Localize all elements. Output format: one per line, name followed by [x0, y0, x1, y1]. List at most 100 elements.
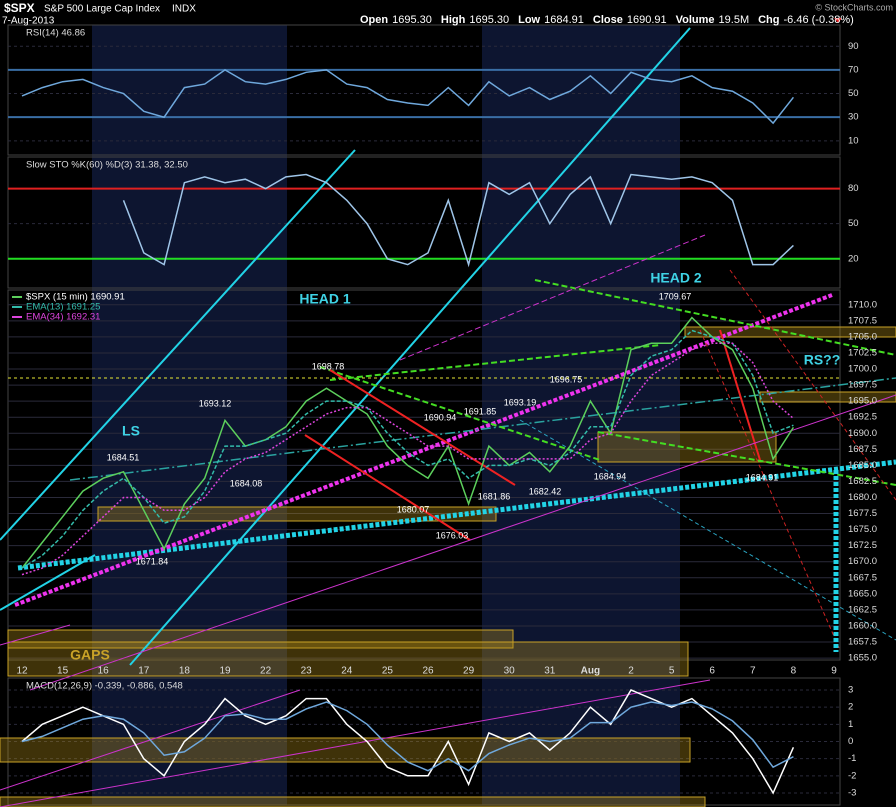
x-tick-label: 16 [98, 666, 110, 677]
y-tick-label: 1665.0 [848, 588, 877, 599]
gap-boxes [0, 326, 896, 807]
trend-line [319, 366, 601, 461]
panel-frame [7, 156, 841, 289]
y-tick-label: 1710.0 [848, 299, 877, 310]
x-tick-label: 9 [831, 666, 837, 677]
price-label: 1681.86 [478, 491, 511, 501]
series-line [21, 316, 795, 569]
y-tick-label: 20 [848, 253, 859, 264]
y-tick-label: 1695.0 [848, 396, 877, 407]
date: 7-Aug-2013 [2, 16, 55, 27]
y-tick-label: 1662.5 [848, 604, 877, 615]
x-tick-label: 7 [750, 666, 756, 677]
y-tick-label: 1672.5 [848, 540, 877, 551]
price-label: 1693.19 [504, 397, 537, 407]
series-line [21, 701, 794, 772]
y-tick-label: 1667.5 [848, 572, 877, 583]
price-label: 1696.75 [550, 374, 583, 384]
gap-box [97, 506, 497, 522]
y-tick-label: -1 [848, 753, 856, 764]
gap-box [7, 629, 514, 649]
legend-entry: EMA(34) 1692.31 [26, 312, 100, 323]
x-tick-label: 30 [504, 666, 516, 677]
y-tick-label: 1705.0 [848, 331, 877, 342]
y-tick-label: 1682.5 [848, 476, 877, 487]
y-tick-label: 50 [848, 218, 859, 229]
panel-title: RSI(14) 46.86 [26, 28, 85, 39]
pattern-label: GAPS [70, 647, 110, 663]
y-tick-label: 80 [848, 183, 859, 194]
stat-label: Volume [676, 14, 715, 26]
legend-entry: $SPX (15 min) 1690.91 [26, 292, 125, 303]
stat-label: High [441, 14, 466, 26]
y-tick-label: 1670.0 [848, 556, 877, 567]
x-tick-label: 24 [341, 666, 353, 677]
pattern-label: HEAD 2 [650, 270, 702, 286]
gap-box [0, 796, 706, 807]
y-tick-label: 1685.0 [848, 460, 877, 471]
stat-value: 1695.30 [392, 14, 432, 26]
price-label: 1684.91 [746, 472, 779, 482]
trend-line [534, 279, 896, 356]
trend-line [0, 149, 356, 541]
down-arrow [834, 18, 842, 23]
series-line [21, 69, 794, 125]
trend-line [0, 679, 711, 807]
x-tick-label: 12 [16, 666, 28, 677]
y-tick-label: 90 [848, 41, 859, 52]
panel-title: Slow STO %K(60) %D(3) 31.38, 32.50 [26, 160, 188, 171]
price-label: 1698.78 [312, 361, 345, 371]
stat-value: 1690.91 [627, 14, 667, 26]
price-label: 1680.07 [397, 504, 430, 514]
y-tick-label: 50 [848, 88, 859, 99]
trend-line [0, 624, 71, 646]
y-tick-label: 1655.0 [848, 653, 877, 664]
copyright: © StockCharts.com [815, 2, 893, 12]
stat-label: Close [593, 14, 623, 26]
stat-value: 19.5M [719, 14, 750, 26]
pattern-label: LS [122, 423, 140, 439]
y-tick-label: 1677.5 [848, 508, 877, 519]
neckline [14, 293, 833, 607]
x-tick-label: 26 [422, 666, 434, 677]
stat-value: 1684.91 [544, 14, 584, 26]
x-tick-label: Aug [581, 666, 600, 677]
x-tick-label: 17 [138, 666, 150, 677]
y-tick-label: 1660.0 [848, 620, 877, 631]
trend-line [69, 377, 896, 481]
y-tick-label: 1707.5 [848, 315, 877, 326]
y-tick-label: 1690.0 [848, 428, 877, 439]
price-label: 1693.12 [199, 398, 232, 408]
gap-box [684, 326, 896, 338]
symbol-name: S&P 500 Large Cap Index [44, 4, 160, 15]
y-tick-label: 1657.5 [848, 637, 877, 648]
y-tick-label: 1687.5 [848, 444, 877, 455]
y-tick-label: 1675.0 [848, 524, 877, 535]
x-tick-label: 22 [260, 666, 272, 677]
y-tick-label: 1700.0 [848, 364, 877, 375]
x-tick-label: 8 [791, 666, 797, 677]
legend-entry: EMA(13) 1691.25 [26, 302, 100, 313]
pattern-label: RS?? [804, 352, 841, 368]
trend-line [519, 419, 896, 641]
x-tick-label: 15 [57, 666, 69, 677]
panel-title: MACD(12,26,9) -0.339, -0.886, 0.548 [26, 681, 183, 692]
y-tick-label: -3 [848, 788, 856, 799]
price-label: 1682.42 [529, 486, 562, 496]
series-line [21, 342, 794, 576]
trend-line [719, 329, 761, 461]
price-label: 1684.51 [107, 452, 140, 462]
price-label: 1691.85 [464, 406, 497, 416]
trend-line [597, 431, 896, 486]
stat-label: Chg [758, 14, 779, 26]
series [21, 69, 795, 795]
trend-line [399, 234, 706, 361]
x-tick-label: 31 [544, 666, 556, 677]
x-tick-label: 19 [219, 666, 231, 677]
x-tick-label: 23 [301, 666, 313, 677]
gap-box [0, 737, 691, 763]
trend-line [329, 344, 661, 381]
x-tick-label: 6 [709, 666, 715, 677]
stat-value: 1695.30 [469, 14, 509, 26]
